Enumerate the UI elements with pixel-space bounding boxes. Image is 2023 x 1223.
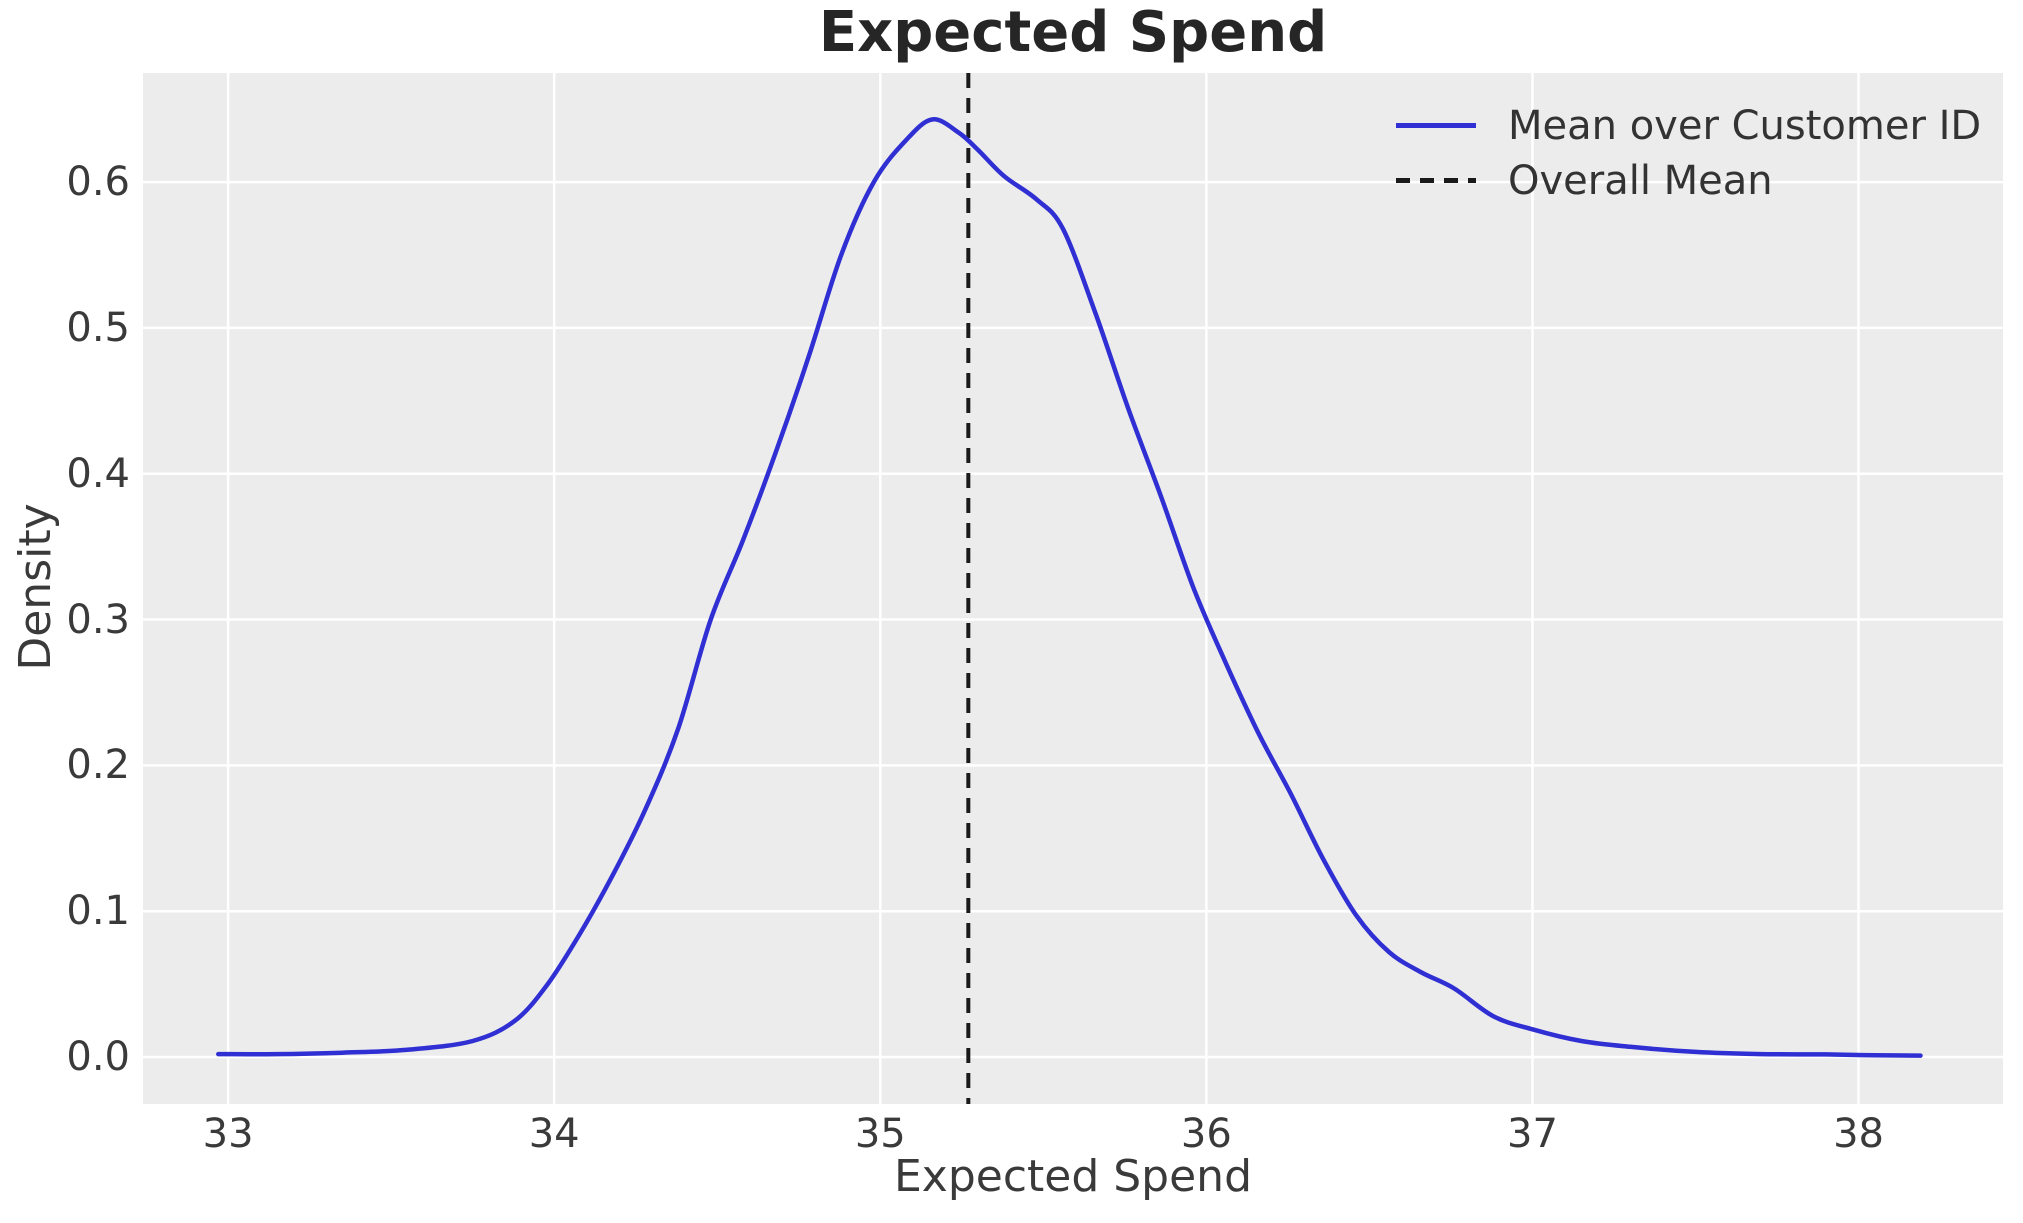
y-tick-label-0.2: 0.2 [66, 742, 130, 789]
x-axis-label: Expected Spend [893, 1151, 1252, 1202]
legend: Mean over Customer ID Overall Mean [1396, 100, 1981, 206]
legend-dashed-line-swatch [1396, 178, 1476, 183]
y-tick-label-0.4: 0.4 [66, 450, 130, 497]
legend-item-overall-mean: Overall Mean [1396, 155, 1981, 206]
legend-solid-line-swatch [1396, 123, 1476, 128]
y-tick-label-0.1: 0.1 [66, 888, 130, 935]
x-tick-label-36: 36 [1180, 1111, 1232, 1157]
legend-item-label: Mean over Customer ID [1508, 102, 1982, 149]
chart-title: Expected Spend [818, 0, 1328, 65]
legend-item-mean-over-customer-id: Mean over Customer ID [1396, 100, 1981, 151]
legend-item-label: Overall Mean [1508, 157, 1773, 204]
y-axis-label: Density [10, 503, 61, 671]
x-tick-label-34: 34 [528, 1111, 580, 1157]
axes-background [143, 73, 2003, 1104]
x-tick-label-33: 33 [202, 1111, 254, 1157]
x-tick-label-37: 37 [1507, 1111, 1558, 1157]
y-tick-label-0.3: 0.3 [66, 596, 130, 643]
y-tick-label-0.0: 0.0 [66, 1034, 130, 1081]
y-tick-label-0.5: 0.5 [66, 304, 130, 351]
x-tick-label-35: 35 [854, 1111, 906, 1157]
kde-curve-mean-over-customer-id [216, 117, 1923, 1058]
x-tick-label-38: 38 [1833, 1111, 1884, 1157]
y-tick-label-0.6: 0.6 [66, 159, 130, 206]
